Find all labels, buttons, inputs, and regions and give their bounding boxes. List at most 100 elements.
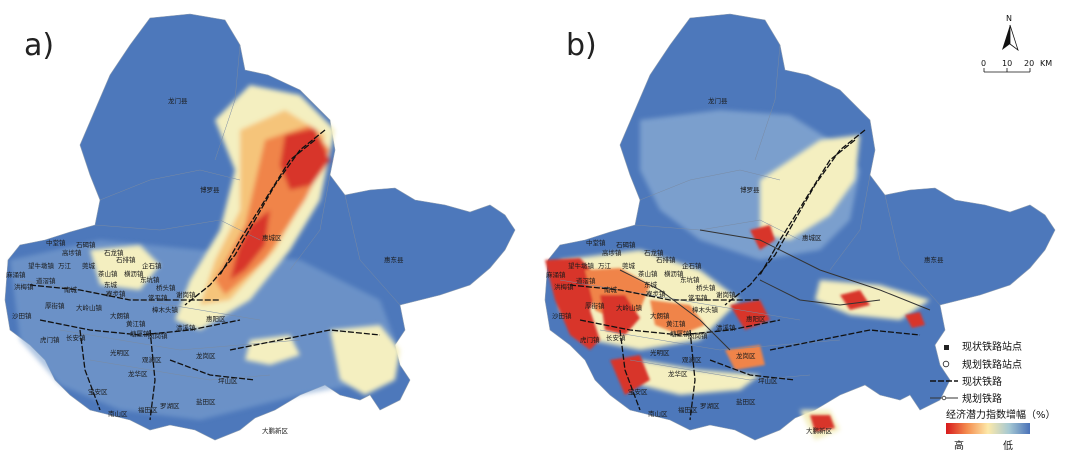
map-label: 道滘镇 [36, 276, 56, 285]
map-label: 光明区 [650, 348, 670, 357]
map-label: 大朗镇 [650, 311, 670, 320]
map-label: 茶山镇 [98, 269, 118, 278]
map-label: 清溪镇 [716, 323, 736, 332]
map-label: 寮步镇 [106, 289, 126, 298]
map-label: 罗湖区 [160, 401, 180, 410]
map-label: 望牛墩镇 [568, 261, 595, 270]
map-label: 长安镇 [66, 333, 86, 342]
map-label: 高埗镇 [602, 248, 622, 257]
map-label: 厚街镇 [45, 301, 65, 310]
scale-tick: 0 [981, 59, 986, 68]
map-label: 石龙镇 [104, 248, 124, 257]
scale-tick: 20 [1024, 59, 1034, 68]
legend-item: 规划铁路 [962, 392, 1002, 405]
map-label: 宝安区 [628, 387, 648, 396]
map-label: 寮步镇 [646, 289, 666, 298]
map-label: 塘厦镇 [130, 329, 150, 338]
map-label: 博罗县 [740, 185, 760, 194]
map-labels-b: 龙门县 博罗县 惠城区 惠东县 中堂镇 石碣镇 望牛墩镇 高埗镇 石龙镇 麻涌镇… [546, 96, 944, 435]
map-label: 望牛墩镇 [28, 261, 55, 270]
map-label: 谢岗镇 [176, 290, 196, 299]
hotspot-cores-b [545, 225, 925, 432]
map-label: 石龙镇 [644, 248, 664, 257]
map-label: 虎门镇 [580, 335, 600, 344]
map-label: 观澜区 [142, 355, 162, 364]
legend-high-label: 高 [954, 439, 964, 452]
map-label: 清溪镇 [176, 323, 196, 332]
map-label: 福田区 [138, 405, 158, 414]
map-label: 万江 [598, 262, 612, 270]
map-label: 莞城 [82, 261, 96, 270]
map-label: 东城 [104, 280, 118, 289]
map-label: 虎门镇 [40, 335, 60, 344]
map-label: 石排镇 [656, 255, 676, 264]
legend-item: 现状铁路站点 [962, 340, 1022, 353]
map-label: 樟木头镇 [692, 305, 719, 314]
legend-ramp-title: 经济潜力指数增幅（%） [946, 408, 1056, 421]
map-label: 塘厦镇 [670, 329, 690, 338]
map-label: 高埗镇 [62, 248, 82, 257]
map-label: 惠东县 [924, 255, 944, 264]
map-label: 大鹏新区 [806, 426, 833, 435]
map-label: 宝安区 [88, 387, 108, 396]
legend-low-label: 低 [1003, 439, 1013, 452]
north-arrow-icon [1002, 25, 1010, 50]
legend: 现状铁路站点 规划铁路站点 现状铁路 规划铁路 经济潜力指数增幅（%） 高 低 [930, 340, 1056, 452]
map-label: 洪梅镇 [14, 282, 34, 291]
scale-tick: 10 [1002, 59, 1012, 68]
map-label: 罗湖区 [700, 401, 720, 410]
panel-b-label: b) [566, 28, 597, 63]
map-label: 横沥镇 [124, 269, 144, 278]
planned-rail-lines-b [619, 229, 931, 351]
map-label: 龙华区 [128, 369, 148, 378]
map-label: 南城 [64, 285, 78, 294]
map-label: 东坑镇 [140, 275, 160, 284]
map-panel-a: a) [4, 13, 516, 441]
map-label: 大鹏新区 [262, 426, 289, 435]
map-label: 横沥镇 [664, 269, 684, 278]
map-label: 桥头镇 [156, 283, 176, 292]
map-label: 惠阳区 [206, 314, 226, 323]
map-label: 黄江镇 [666, 319, 686, 328]
map-label: 凤岗镇 [148, 331, 168, 340]
map-label: 洪梅镇 [554, 282, 574, 291]
north-arrow: N [1002, 14, 1019, 52]
legend-item: 现状铁路 [962, 375, 1002, 388]
map-label: 沙田镇 [12, 311, 32, 320]
map-label: 观澜区 [682, 355, 702, 364]
existing-station-icon [944, 345, 949, 350]
map-label: 道滘镇 [576, 276, 596, 285]
map-label: 东坑镇 [680, 275, 700, 284]
map-label: 中堂镇 [586, 238, 606, 247]
map-label: 坪山区 [758, 376, 778, 385]
district-borders-a [19, 44, 401, 381]
map-label: 麻涌镇 [6, 270, 26, 279]
map-label: 惠城区 [802, 233, 822, 242]
map-label: 光明区 [110, 348, 130, 357]
map-label: 石排镇 [116, 255, 136, 264]
color-ramp [946, 423, 1030, 434]
map-label: 博罗县 [200, 185, 220, 194]
map-label: 沙田镇 [552, 311, 572, 320]
map-label: 莞城 [622, 261, 636, 270]
map-label: 南山区 [648, 409, 668, 418]
map-label: 厚街镇 [585, 301, 605, 310]
map-label: 福田区 [678, 405, 698, 414]
map-label: 谢岗镇 [716, 290, 736, 299]
rail-lines-b [569, 129, 921, 421]
map-label: 桥头镇 [696, 283, 716, 292]
map-label: 茶山镇 [638, 269, 658, 278]
map-label: 长安镇 [606, 333, 626, 342]
map-label: 石碣镇 [76, 240, 96, 249]
map-label: 万江 [58, 262, 72, 270]
map-label: 樟木头镇 [152, 305, 179, 314]
map-label: 黄江镇 [126, 319, 146, 328]
map-label: 龙门县 [708, 96, 728, 105]
map-labels-a: 龙门县 博罗县 惠城区 惠东县 中堂镇 石碣镇 望牛墩镇 高埗镇 石龙镇 麻涌镇… [6, 96, 404, 435]
map-label: 东城 [644, 280, 658, 289]
map-label: 常平镇 [688, 293, 708, 302]
legend-item: 规划铁路站点 [962, 358, 1022, 371]
map-label: 南山区 [108, 409, 128, 418]
map-label: 大岭山镇 [76, 303, 103, 312]
